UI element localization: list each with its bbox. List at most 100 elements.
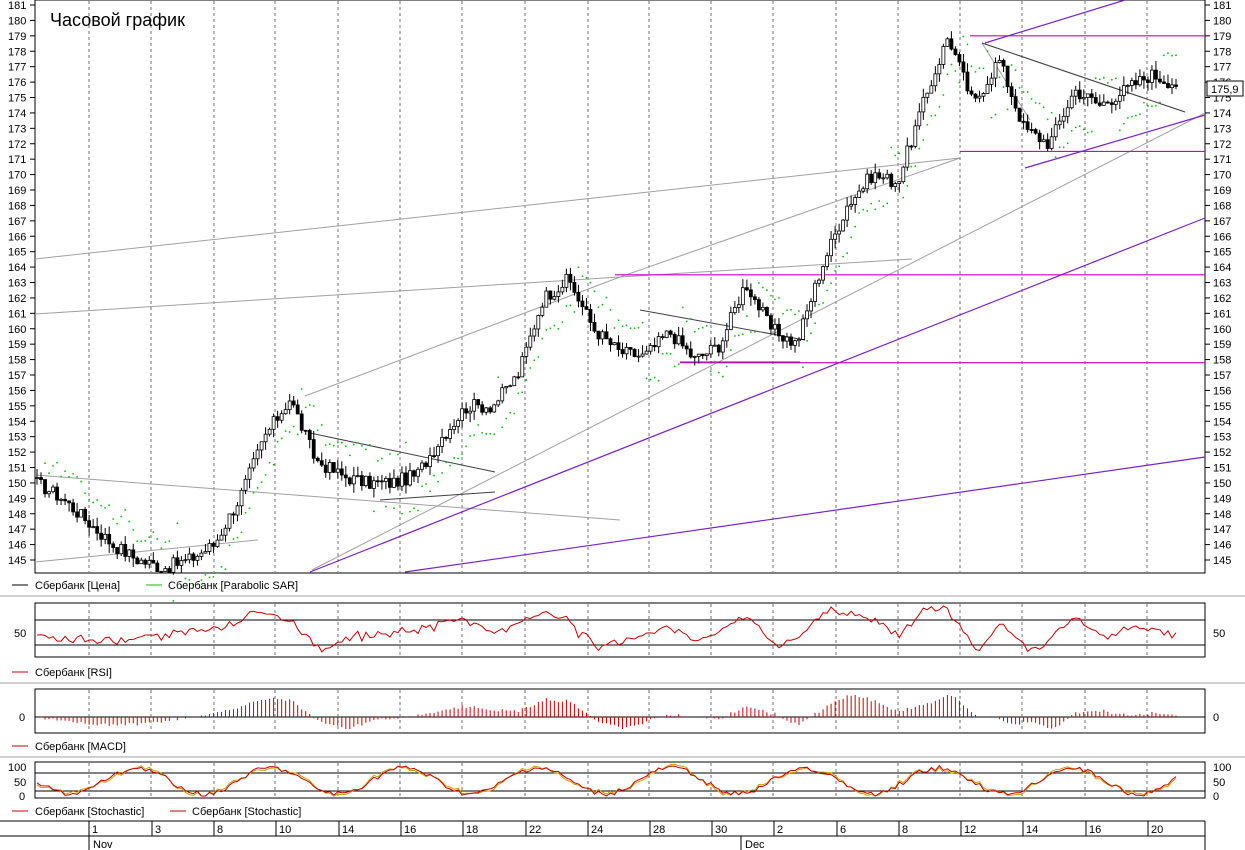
candle-body xyxy=(556,291,561,297)
sar-dot xyxy=(986,50,989,53)
sar-dot xyxy=(76,475,79,478)
date-tick-label: 18 xyxy=(466,824,478,836)
sar-dot xyxy=(541,337,544,340)
sar-dot xyxy=(1130,115,1133,118)
sar-dot xyxy=(232,538,235,540)
price-y-axis-left: 145 146 147 148 149 150 151 152 153 154 155 156 157 1… xyxy=(8,0,35,567)
sar-dot xyxy=(681,306,684,309)
y-tick-label-left: 153 xyxy=(8,432,26,444)
candle-body xyxy=(1097,102,1102,106)
candle-body xyxy=(857,190,862,198)
candle-body xyxy=(1069,95,1074,109)
sar-dot xyxy=(100,504,103,507)
candle-body xyxy=(159,571,164,573)
sar-dot xyxy=(216,571,219,574)
candle-body xyxy=(75,511,80,518)
sar-dot xyxy=(854,225,857,228)
candle-body xyxy=(123,544,128,557)
candle-body xyxy=(307,430,312,440)
sar-dot xyxy=(802,366,804,369)
aux-trendline xyxy=(34,157,961,260)
sar-dot xyxy=(1086,131,1089,134)
sar-dot xyxy=(168,540,171,542)
date-tick-label: 16 xyxy=(404,824,416,836)
y-tick-label-left: 179 xyxy=(8,31,26,43)
sar-dot xyxy=(413,507,415,510)
sar-dot xyxy=(657,379,660,382)
y-tick-label-left: 155 xyxy=(8,401,26,413)
macd-panel xyxy=(34,688,1206,734)
sar-dot xyxy=(974,71,977,73)
candle-body xyxy=(676,335,681,345)
sar-dot xyxy=(320,424,323,426)
y-tick-label-right: 145 xyxy=(1213,555,1231,567)
candle-body xyxy=(251,458,256,469)
y-tick-label-left: 170 xyxy=(8,170,26,182)
sar-dot xyxy=(1014,69,1017,72)
candle-body xyxy=(311,439,316,459)
legend-price: Сбербанк [Цена] xyxy=(35,580,120,592)
sar-dot xyxy=(1078,125,1081,128)
sar-dot xyxy=(1114,77,1117,80)
sar-dot xyxy=(1155,104,1157,107)
last-price-label: 175,9 xyxy=(1211,84,1239,96)
sar-dot xyxy=(545,328,548,331)
sar-dot xyxy=(240,531,243,534)
sar-dot xyxy=(517,392,520,395)
candle-body xyxy=(279,413,284,421)
candle-body xyxy=(283,409,288,415)
sar-dot xyxy=(685,320,688,323)
candle-body xyxy=(55,486,59,501)
sar-dot xyxy=(1018,86,1021,89)
sar-dot xyxy=(284,430,287,433)
candle-body xyxy=(484,407,489,413)
candle-body xyxy=(111,543,116,548)
candle-body xyxy=(913,125,918,147)
sar-dot xyxy=(1026,91,1029,93)
sar-dot xyxy=(324,444,327,446)
y-tick-label-right: 147 xyxy=(1213,524,1231,536)
sar-dot xyxy=(1139,113,1141,115)
aux-trendline xyxy=(311,112,1206,571)
y-tick-label-right: 150 xyxy=(1213,478,1231,490)
sar-dot xyxy=(385,505,387,508)
sar-dot xyxy=(280,437,283,440)
candle-body xyxy=(1021,120,1026,123)
sar-dot xyxy=(910,165,913,168)
sar-dot xyxy=(597,306,600,309)
y-tick-label-left: 180 xyxy=(8,15,26,27)
candle-body xyxy=(1001,59,1006,67)
sar-dot xyxy=(557,327,560,330)
sar-dot xyxy=(1143,101,1145,104)
candle-body xyxy=(243,478,248,491)
candle-body xyxy=(115,547,120,555)
trend-channel-line xyxy=(984,0,1126,44)
sar-dot xyxy=(1171,54,1173,57)
sar-dot xyxy=(1159,101,1161,104)
sar-dot xyxy=(737,334,740,337)
candle-body xyxy=(1142,76,1146,81)
sar-dot xyxy=(172,600,175,602)
candle-body xyxy=(604,331,609,340)
candle-body xyxy=(1109,102,1114,105)
candle-body xyxy=(849,204,854,207)
candle-body xyxy=(39,477,43,480)
sar-dot xyxy=(1074,126,1077,129)
last-price-box: 175,9 xyxy=(1206,80,1244,97)
sar-dot xyxy=(272,463,275,466)
sar-dot xyxy=(934,114,937,117)
date-tick-label: 14 xyxy=(1026,824,1038,836)
candle-body xyxy=(592,322,597,332)
candle-body xyxy=(909,145,914,148)
sar-dot xyxy=(417,509,419,512)
y-tick-label-right: 157 xyxy=(1213,370,1231,382)
candle-body xyxy=(239,489,244,507)
candle-body xyxy=(67,500,71,504)
stoch-tick-left-100: 100 xyxy=(8,762,26,774)
sar-dot xyxy=(469,435,472,437)
sar-dot xyxy=(753,331,756,333)
sar-dot xyxy=(625,324,628,327)
candle-body xyxy=(532,328,537,337)
y-tick-label-right: 178 xyxy=(1213,46,1231,58)
sar-dot xyxy=(569,304,572,307)
